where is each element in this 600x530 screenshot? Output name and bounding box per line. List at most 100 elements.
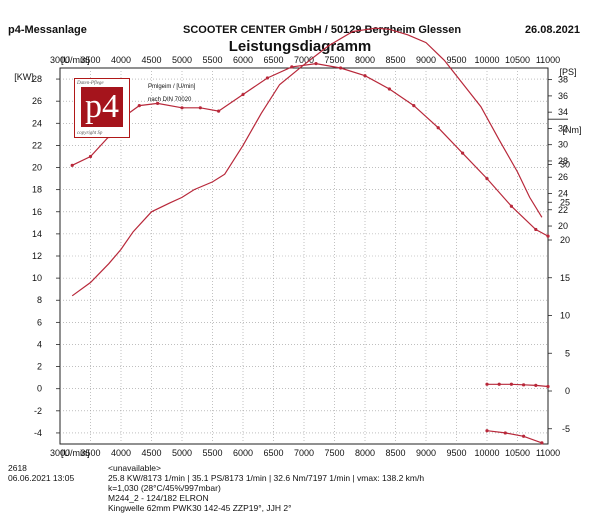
- torque-point: [363, 74, 367, 78]
- torque-point: [180, 106, 184, 110]
- torque-point: [198, 106, 202, 110]
- ps-axis-label: [PS]: [559, 67, 576, 77]
- kw-axis-label: [KW]: [14, 72, 34, 82]
- ps-tick-label: 28: [558, 156, 568, 166]
- kw-tick-label: 12: [32, 251, 42, 261]
- footer-unavailable: <unavailable>: [108, 463, 161, 473]
- kw-tick-label: 8: [37, 295, 42, 305]
- ps-tick-label: 32: [558, 123, 568, 133]
- x-tick-label-bottom: 4000: [111, 448, 131, 458]
- footer-model: M244_2 - 124/182 ELRON: [108, 493, 209, 503]
- nm-tick-label: 30: [560, 160, 570, 170]
- kw-tick-label: 18: [32, 185, 42, 195]
- logo-top-text: Daten-Pflege: [77, 81, 104, 86]
- kw-tick-label: 28: [32, 74, 42, 84]
- x-tick-label-top: 4500: [141, 55, 161, 65]
- x-tick-label-top: 8000: [355, 55, 375, 65]
- x-tick-label-top: 8500: [385, 55, 405, 65]
- torque-point: [314, 61, 318, 66]
- lower-trace-2-line: [486, 430, 543, 444]
- x-tick-label-top: 5000: [172, 55, 192, 65]
- x-tick-label-bottom: 4500: [141, 448, 161, 458]
- kw-tick-label: -4: [34, 428, 42, 438]
- torque-point: [485, 176, 489, 181]
- x-tick-label-top: 5500: [202, 55, 222, 65]
- kw-tick-label: 2: [37, 362, 42, 372]
- torque-point: [436, 126, 440, 130]
- x-tick-label-top: 6500: [263, 55, 283, 65]
- kw-tick-label: 24: [32, 118, 42, 128]
- logo-bottom-text: copyright Sp: [77, 131, 103, 136]
- ps-tick-label: 20: [558, 221, 568, 231]
- kw-tick-label: 22: [32, 140, 42, 150]
- nm-tick-label: 20: [560, 235, 570, 245]
- torque-point: [339, 66, 343, 70]
- nm-tick-label: 10: [560, 311, 570, 321]
- torque-line: [71, 62, 549, 237]
- lower-trace-1-point: [485, 382, 489, 386]
- x-axis-label-top: [U/min]: [61, 55, 90, 65]
- x-tick-label-top: 9000: [416, 55, 436, 65]
- torque-point: [546, 234, 550, 238]
- lower-trace-1-point: [497, 382, 501, 386]
- x-tick-label-bottom: 9500: [446, 448, 466, 458]
- x-tick-label-bottom: 5000: [172, 448, 192, 458]
- torque-point: [461, 151, 465, 155]
- footer-id: 2618: [8, 463, 27, 473]
- x-tick-label-bottom: 11000: [536, 448, 560, 458]
- x-tick-label-bottom: 10000: [474, 448, 499, 458]
- ps-tick-label: 26: [558, 172, 568, 182]
- x-tick-label-bottom: 8000: [355, 448, 375, 458]
- x-axis-label-bottom: [U/min]: [61, 448, 90, 458]
- x-tick-label-bottom: 9000: [416, 448, 436, 458]
- nm-tick-label: 25: [560, 197, 570, 207]
- kw-tick-label: 6: [37, 317, 42, 327]
- x-tick-label-top: 4000: [111, 55, 131, 65]
- kw-tick-label: 26: [32, 96, 42, 106]
- x-tick-label-bottom: 7500: [324, 448, 344, 458]
- logo-mark: p4: [81, 87, 123, 127]
- torque-point: [412, 104, 416, 108]
- power-line: [71, 27, 543, 297]
- torque-point: [137, 104, 141, 108]
- ps-tick-label: 38: [558, 75, 568, 85]
- torque-point: [534, 227, 538, 232]
- x-tick-label-bottom: 10500: [505, 448, 530, 458]
- nm-tick-label: 5: [565, 348, 570, 358]
- kw-tick-label: 20: [32, 163, 42, 173]
- lower-trace-2-point: [503, 431, 507, 435]
- kw-tick-label: 10: [32, 273, 42, 283]
- kw-tick-label: 14: [32, 229, 42, 239]
- lower-trace-2-point: [522, 434, 526, 438]
- torque-point: [290, 65, 294, 69]
- torque-point: [217, 109, 221, 113]
- x-tick-label-top: 11000: [536, 55, 560, 65]
- x-tick-label-bottom: 3000: [50, 448, 70, 458]
- p4-logo: Daten-Pflege p4 copyright Sp: [74, 78, 130, 138]
- note-line-2: nach DIN 70020: [148, 97, 192, 103]
- footer-datetime: 06.06.2021 13:05: [8, 473, 75, 483]
- lower-trace-1-point: [534, 383, 538, 387]
- header-left: p4-Messanlage: [8, 24, 87, 36]
- torque-point: [387, 87, 391, 91]
- nm-axis-label: [Nm]: [563, 125, 582, 135]
- nm-tick-label: 0: [565, 386, 570, 396]
- x-tick-label-bottom: 7000: [294, 448, 314, 458]
- nm-tick-label: -5: [562, 424, 570, 434]
- x-tick-label-bottom: 6500: [263, 448, 283, 458]
- ps-tick-label: 22: [558, 205, 568, 215]
- x-tick-label-bottom: 8500: [385, 448, 405, 458]
- x-tick-label-top: 7500: [324, 55, 344, 65]
- footer-summary: 25.8 KW/8173 1/min | 35.1 PS/8173 1/min …: [108, 473, 425, 483]
- note-line-1: Pmlgeim / [U/min]: [148, 84, 196, 90]
- header-company: SCOOTER CENTER GmbH / 50129 Bergheim Gle…: [183, 24, 462, 36]
- x-tick-label-bottom: 6000: [233, 448, 253, 458]
- x-tick-label-top: 9500: [446, 55, 466, 65]
- lower-trace-1-line: [487, 383, 549, 388]
- lower-trace-1-point: [546, 384, 550, 389]
- lower-trace-2-point: [485, 429, 489, 433]
- x-tick-label-top: 7000: [294, 55, 314, 65]
- footer-spec: Kingwelle 62mm PWK30 142-45 ZZP19°, JJH …: [108, 503, 292, 513]
- footer-conditions: k=1,030 (28°C/45%/997mbar): [108, 483, 221, 493]
- chart-area: 3000300035003500400040004500450050005000…: [14, 27, 582, 458]
